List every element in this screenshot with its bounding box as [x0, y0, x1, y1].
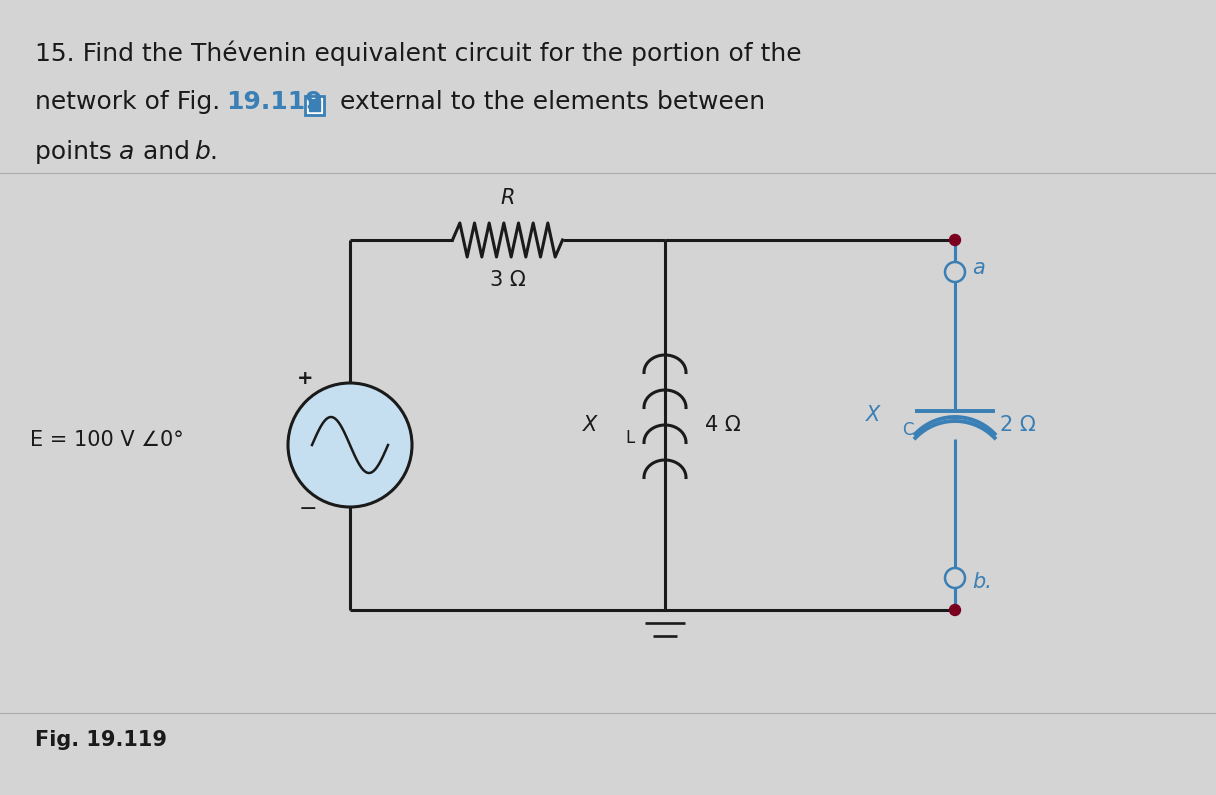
- Circle shape: [288, 383, 412, 507]
- FancyBboxPatch shape: [305, 96, 323, 115]
- Circle shape: [950, 604, 961, 615]
- Circle shape: [945, 262, 966, 282]
- Text: b.: b.: [972, 572, 992, 592]
- Text: 19.119: 19.119: [226, 90, 323, 114]
- Text: a: a: [119, 140, 134, 164]
- Text: 3 Ω: 3 Ω: [490, 270, 525, 290]
- FancyBboxPatch shape: [309, 100, 320, 111]
- Text: and: and: [135, 140, 198, 164]
- Circle shape: [950, 235, 961, 246]
- Text: $X$: $X$: [866, 405, 883, 425]
- Text: external to the elements between: external to the elements between: [332, 90, 765, 114]
- Text: R: R: [500, 188, 514, 208]
- Text: 4 Ω: 4 Ω: [705, 415, 741, 435]
- Text: C: C: [902, 421, 913, 439]
- Text: −: −: [299, 499, 317, 519]
- Text: network of Fig.: network of Fig.: [35, 90, 229, 114]
- Text: .: .: [209, 140, 218, 164]
- Text: 15. Find the Thévenin equivalent circuit for the portion of the: 15. Find the Thévenin equivalent circuit…: [35, 40, 801, 65]
- Text: $X$: $X$: [582, 415, 599, 435]
- Text: +: +: [297, 369, 314, 388]
- Text: Fig. 19.119: Fig. 19.119: [35, 730, 167, 750]
- Text: a: a: [972, 258, 985, 278]
- Text: L: L: [625, 429, 635, 447]
- Text: E = 100 V ∠0°: E = 100 V ∠0°: [30, 430, 184, 450]
- Text: points: points: [35, 140, 120, 164]
- Text: b: b: [195, 140, 210, 164]
- Text: 2 Ω: 2 Ω: [1000, 415, 1036, 435]
- Circle shape: [945, 568, 966, 588]
